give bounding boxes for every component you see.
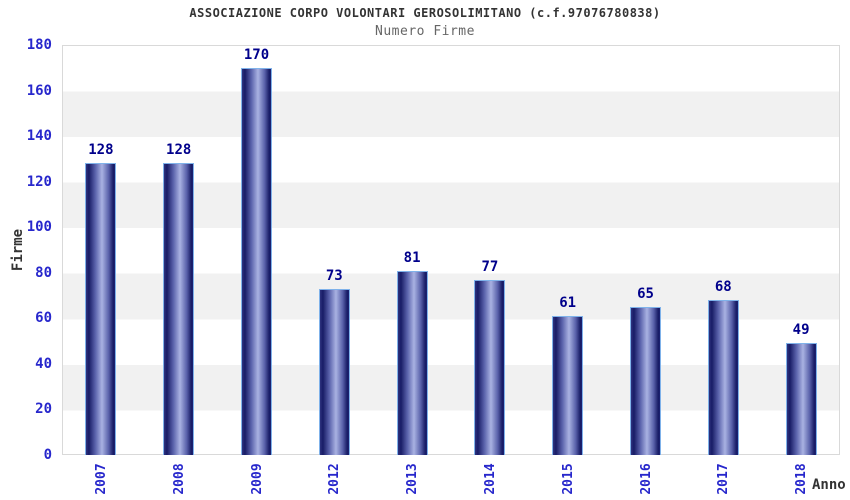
bar-value-label: 81	[403, 249, 421, 266]
x-tick-label: 2018	[793, 463, 809, 495]
bar-value-label: 68	[714, 279, 732, 296]
bar-value-label: 128	[88, 142, 114, 159]
y-tick-label: 60	[35, 310, 52, 327]
bar-2018	[785, 343, 817, 455]
bar-value-label: 65	[637, 285, 654, 302]
bar-value-label: 170	[243, 46, 270, 63]
bar-2008	[163, 163, 195, 455]
y-tick-label: 0	[43, 447, 52, 463]
y-tick-label: 140	[26, 128, 52, 145]
bar-2012	[318, 288, 350, 455]
x-tick-label: 2012	[326, 463, 342, 495]
bar-value-label: 73	[325, 267, 343, 284]
bar-2009	[241, 67, 272, 455]
chart-title: ASSOCIAZIONE CORPO VOLONTARI GEROSOLIMIT…	[189, 6, 661, 20]
bar-value-label: 128	[166, 142, 192, 159]
y-tick-label: 120	[26, 173, 52, 190]
bar-2015	[552, 316, 584, 455]
bar-2017	[707, 300, 739, 455]
bar-value-label: 77	[481, 258, 499, 275]
x-tick-label: 2009	[249, 463, 264, 495]
x-tick-label: 2016	[638, 463, 653, 495]
y-tick-label: 100	[26, 219, 52, 236]
bar-2016	[630, 306, 661, 455]
bar-2007	[85, 163, 117, 455]
y-tick-label: 40	[35, 355, 52, 372]
y-tick-label: 20	[35, 401, 52, 418]
x-tick-label: 2013	[404, 463, 420, 495]
chart-subtitle: Numero Firme	[375, 24, 475, 39]
x-tick-label: 2008	[171, 463, 187, 495]
x-tick-label: 2007	[93, 463, 109, 495]
x-axis-title: Anno	[812, 477, 846, 493]
y-tick-label: 80	[35, 264, 52, 281]
bar-value-label: 61	[559, 295, 577, 312]
x-tick-label: 2015	[560, 463, 576, 495]
x-tick-label: 2017	[715, 463, 731, 495]
bar-2014	[474, 279, 506, 455]
x-tick-label: 2014	[482, 463, 498, 495]
y-tick-label: 180	[26, 37, 52, 53]
y-tick-label: 160	[26, 82, 52, 99]
bar-value-label: 49	[792, 322, 810, 339]
bar-2013	[396, 270, 428, 455]
